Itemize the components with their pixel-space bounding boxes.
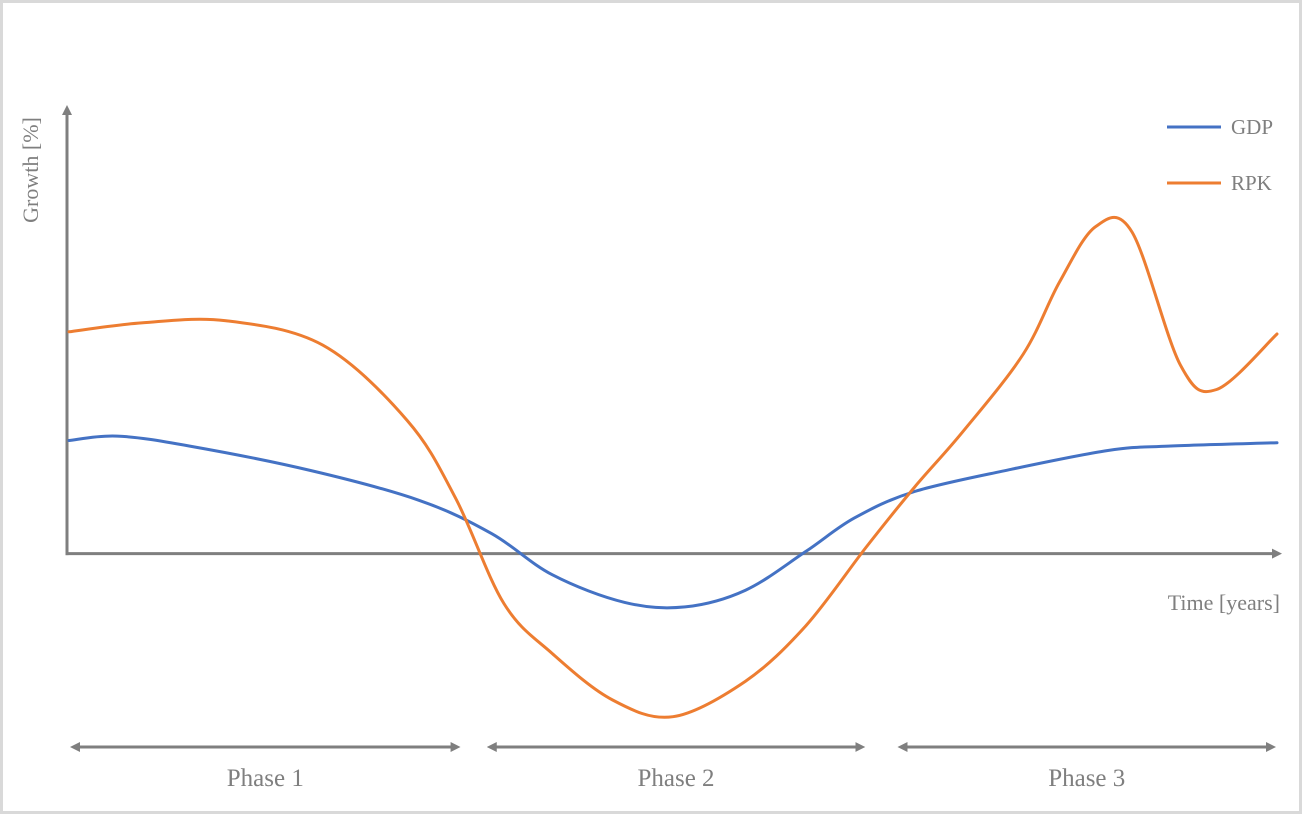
y-axis-label: Growth [%] (18, 117, 43, 223)
legend-item-rpk: RPK (1167, 171, 1272, 195)
series-line-rpk (67, 215, 1279, 719)
phase-label-phase-2: Phase 2 (637, 765, 714, 792)
legend-item-gdp: GDP (1167, 115, 1273, 139)
legend-label-gdp: GDP (1231, 115, 1273, 139)
phase-label-phase-3: Phase 3 (1048, 765, 1125, 792)
axes (62, 105, 1282, 559)
x-axis-label: Time [years] (1168, 590, 1280, 615)
phase-phase-2: Phase 2 (486, 742, 866, 792)
phase-phase-3: Phase 3 (897, 742, 1276, 792)
legend: GDP RPK (1167, 115, 1273, 195)
phase-annotations: Phase 1 Phase 2 Phase 3 (70, 742, 1276, 792)
legend-label-rpk: RPK (1231, 171, 1272, 195)
series-layer (67, 215, 1279, 719)
phase-phase-1: Phase 1 (70, 742, 461, 792)
series-line-gdp (67, 434, 1279, 610)
phase-label-phase-1: Phase 1 (227, 765, 304, 792)
